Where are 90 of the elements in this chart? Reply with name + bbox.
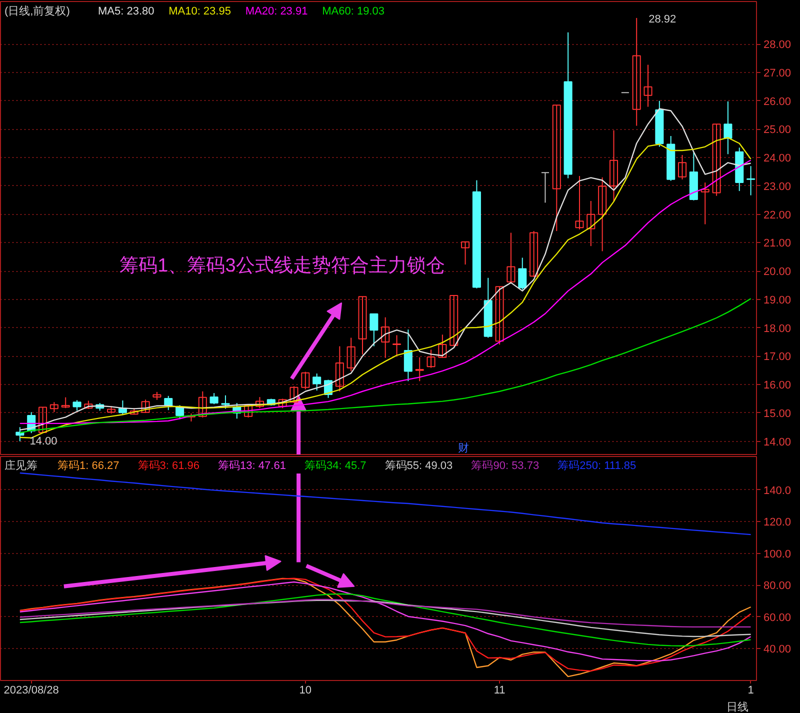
candlestick [552, 104, 561, 232]
candlestick [598, 176, 607, 252]
candlestick [370, 313, 378, 347]
candlestick [438, 334, 447, 358]
y-tick-label: 60.00 [764, 612, 792, 624]
text: 筹码3: 61.96 [138, 460, 200, 472]
y-tick-label: 120.0 [764, 516, 792, 529]
chart-title: 庄见筹 [4, 459, 38, 472]
candlestick [404, 329, 412, 382]
candlestick [141, 399, 150, 414]
candlestick [540, 172, 550, 204]
text: 筹码90: 53.73 [471, 460, 540, 472]
line-series [19, 598, 752, 628]
candlestick [530, 230, 538, 278]
candlestick [461, 241, 470, 266]
y-tick-label: 28.00 [764, 39, 792, 52]
candlestick [210, 392, 218, 405]
text: MA60: 19.03 [322, 5, 384, 18]
annotation: 14.00 [30, 436, 58, 448]
candlestick [450, 294, 458, 347]
line-series [19, 600, 752, 638]
candlestick [632, 17, 641, 126]
y-tick-label: 15.00 [764, 408, 792, 420]
candlestick [700, 182, 710, 225]
candlestick [221, 394, 230, 410]
y-tick-label: 20.00 [764, 266, 792, 278]
candlestick [381, 316, 390, 358]
y-tick-label: 18.00 [764, 322, 792, 335]
candlestick [244, 404, 253, 418]
candlestick [724, 100, 732, 155]
y-tick-label: 17.00 [764, 351, 792, 364]
candlestick [746, 166, 756, 196]
candlestick [358, 296, 367, 355]
candlestick [609, 130, 618, 202]
text: 筹码13: 47.61 [218, 460, 286, 472]
y-tick-label: 100.0 [764, 548, 792, 560]
x-tick-label: 2023/08/28 [4, 684, 59, 696]
x-tick-label: 10 [299, 684, 312, 696]
candlestick [301, 371, 310, 390]
candlestick [72, 400, 82, 412]
line-series [19, 472, 752, 536]
candlestick [278, 398, 287, 409]
text: 筹码55: 49.03 [384, 460, 453, 472]
text: MA20: 23.91 [245, 5, 308, 18]
y-tick-label: 27.00 [764, 67, 792, 80]
x-tick-label: 1 [748, 684, 754, 696]
candlestick [518, 257, 527, 290]
candlestick [50, 402, 58, 413]
candlestick [678, 154, 687, 180]
y-tick-label: 22.00 [764, 209, 792, 222]
candlestick [61, 396, 70, 409]
candlestick [426, 349, 436, 368]
y-tick-label: 21.00 [764, 238, 792, 250]
candlestick [38, 406, 48, 434]
candlestick [644, 64, 652, 108]
line-series [19, 593, 752, 646]
y-tick-label: 26.00 [764, 96, 792, 108]
annotation: 28.92 [648, 13, 676, 26]
x-tick-label: 11 [494, 684, 506, 696]
annotation: 筹码1、筹码3公式线走势符合主力锁仓 [120, 254, 445, 276]
candlestick [415, 356, 424, 382]
candlestick [712, 124, 721, 196]
text: 筹码1: 66.27 [58, 460, 120, 472]
candlestick [335, 346, 344, 392]
candlestick [312, 372, 322, 392]
candlestick [506, 232, 516, 284]
text: 筹码34: 45.7 [304, 460, 366, 472]
y-tick-label: 80.00 [764, 580, 792, 592]
y-tick-label: 140.0 [764, 484, 792, 497]
text: 筹码250: 111.85 [558, 460, 636, 472]
candlestick [586, 200, 596, 247]
text: MA10: 23.95 [168, 5, 231, 18]
candlestick [346, 337, 356, 372]
y-tick-label: 25.00 [764, 124, 792, 136]
text: MA5: 23.80 [98, 5, 154, 18]
y-tick-label: 14.00 [764, 436, 792, 448]
candlestick [255, 396, 264, 409]
y-tick-label: 19.00 [764, 294, 792, 306]
candlestick [198, 390, 207, 418]
text: 日线 [726, 700, 748, 713]
y-tick-label: 24.00 [764, 152, 792, 165]
candlestick [392, 334, 402, 356]
y-tick-label: 40.00 [764, 644, 792, 656]
candlestick [495, 286, 504, 346]
chart-title: (日线,前复权) [4, 4, 70, 18]
y-tick-label: 23.00 [764, 180, 792, 193]
annotation: 财 [458, 442, 469, 455]
candlestick [575, 176, 584, 230]
candlestick [290, 386, 298, 404]
y-tick-label: 16.00 [764, 380, 792, 392]
